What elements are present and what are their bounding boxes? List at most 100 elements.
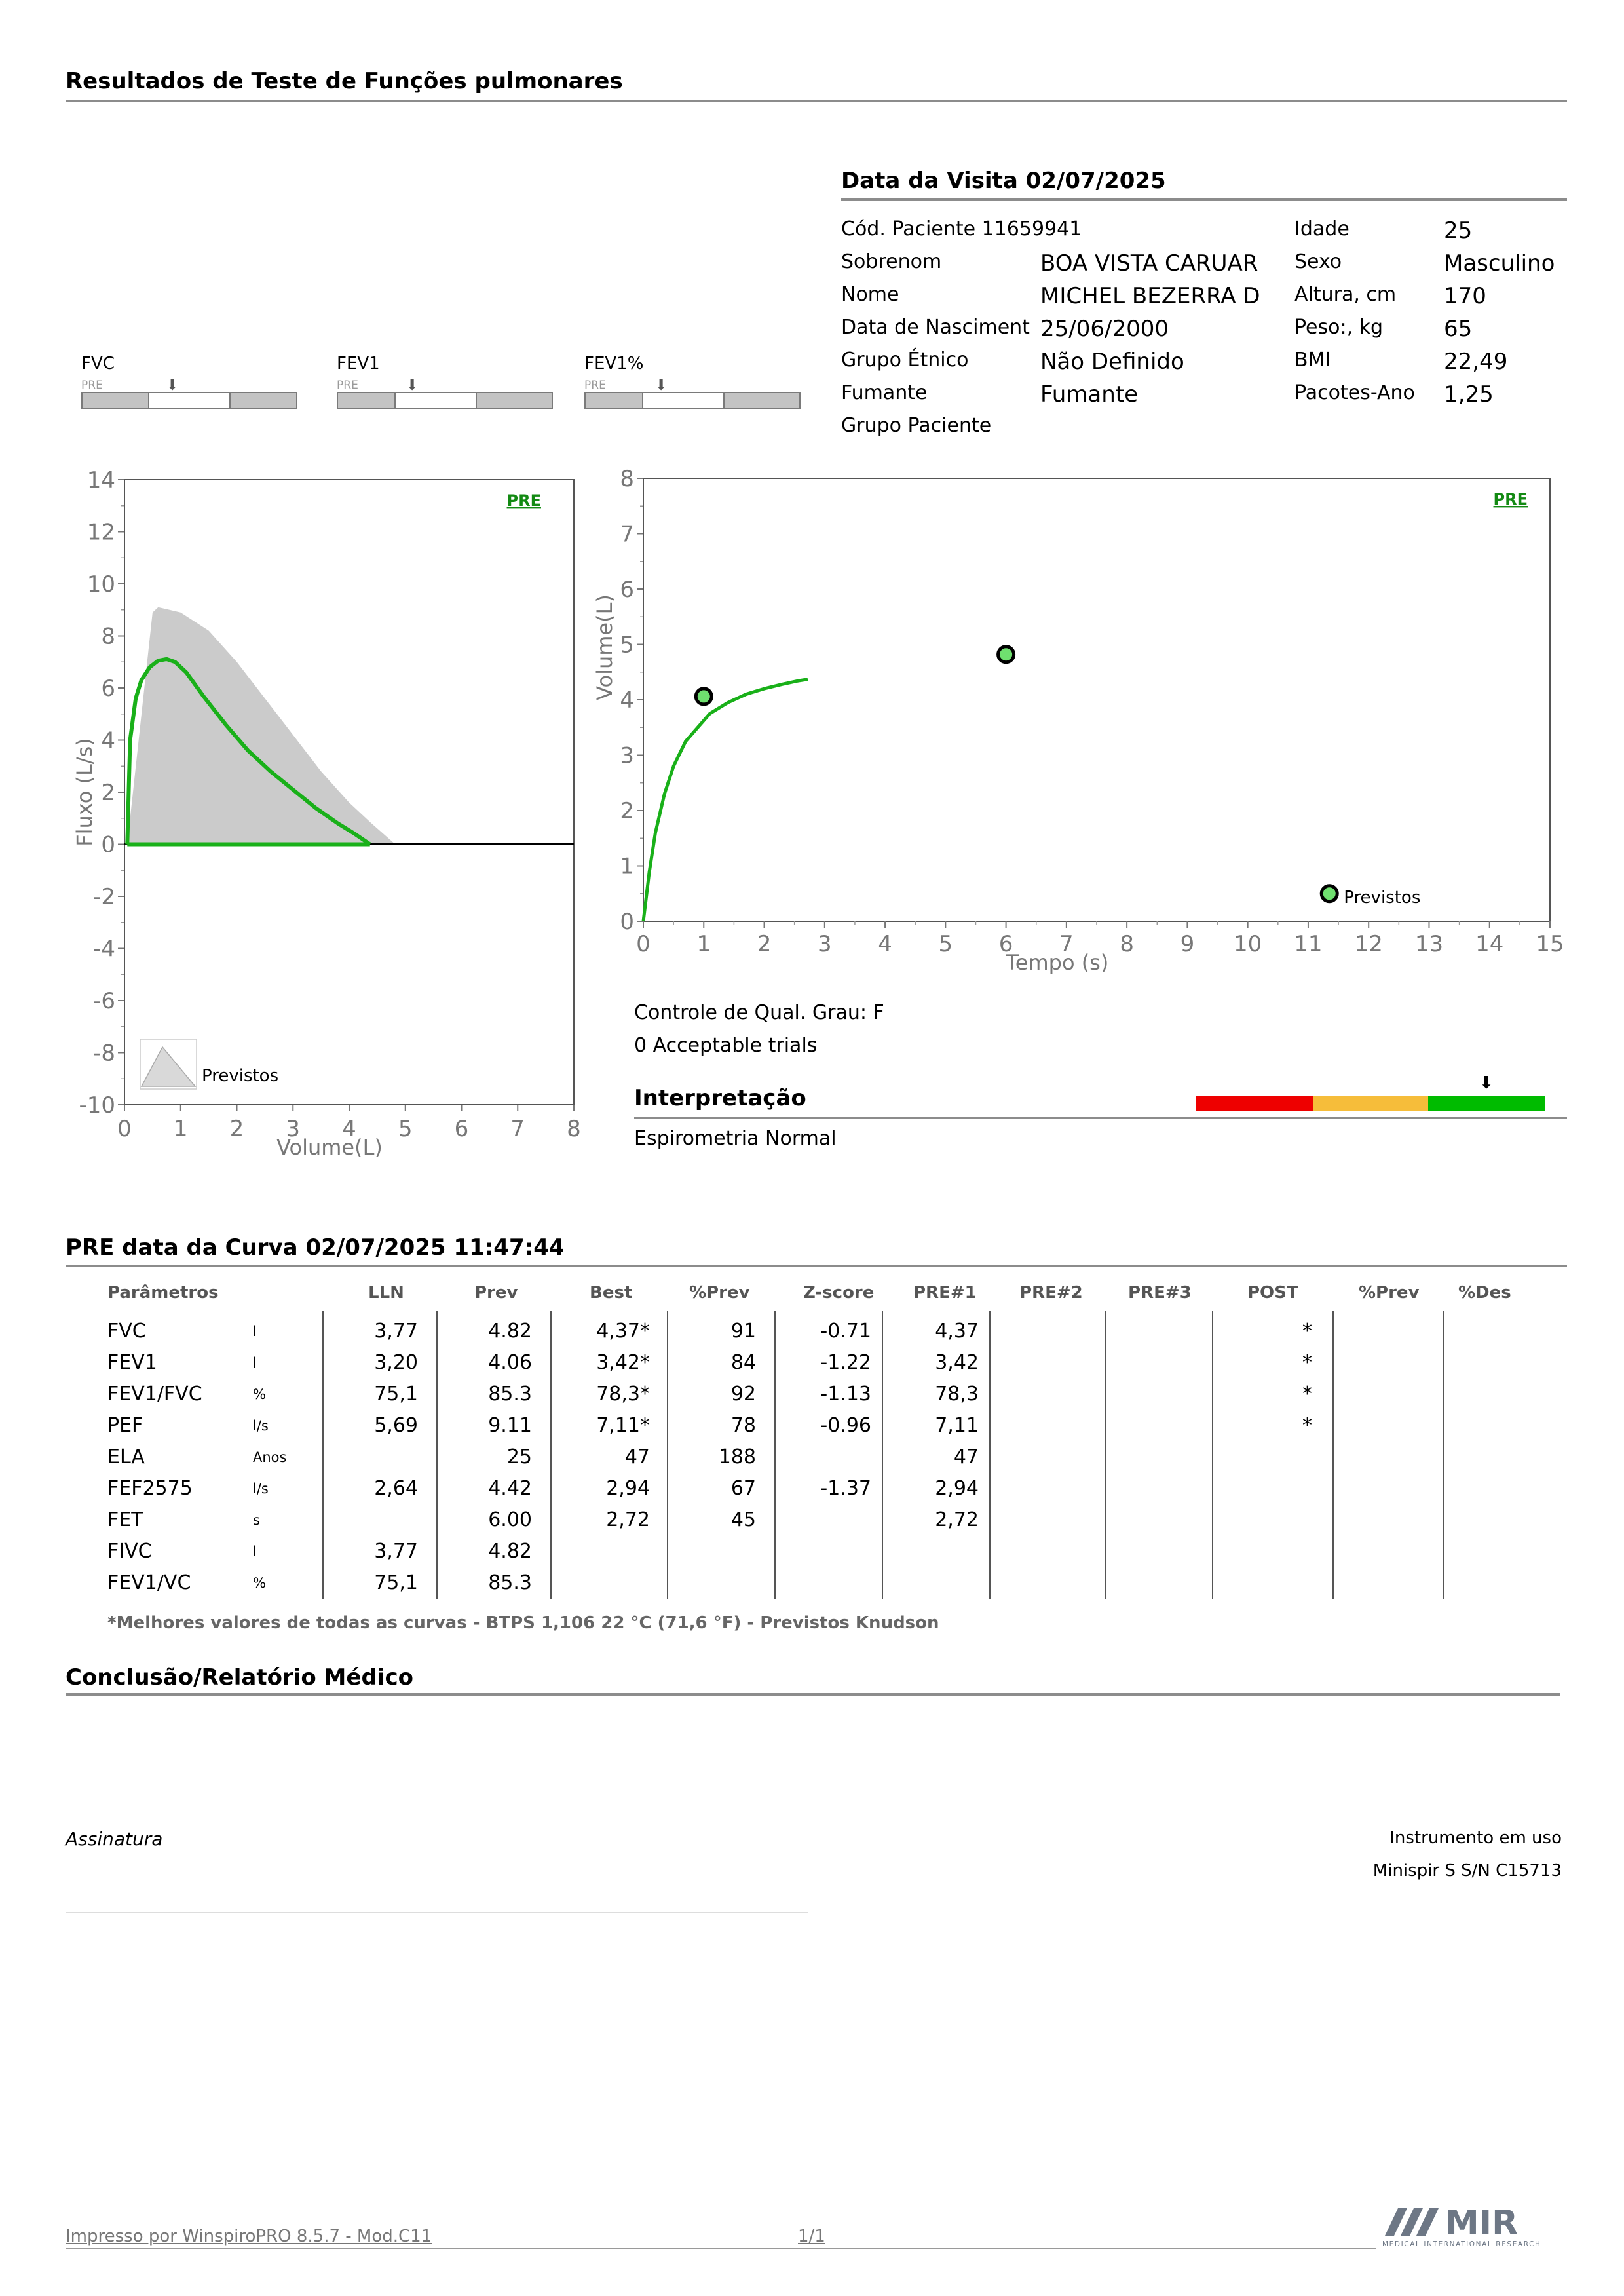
param-name: PEF [107, 1414, 143, 1437]
y-tick-label: 6 [101, 676, 115, 702]
interpretation-scale-green [1428, 1096, 1545, 1111]
column-separator [989, 1311, 991, 1599]
cell-lln: 75,1 [374, 1571, 418, 1594]
y-tick-label: -8 [93, 1041, 115, 1067]
plot-frame [643, 478, 1551, 922]
cell-pre1: 7,11 [935, 1414, 979, 1437]
age-label: Idade [1294, 218, 1350, 240]
param-name: FVC [107, 1320, 146, 1343]
info-value: Não Definido [1040, 349, 1184, 375]
cell-post: * [1302, 1414, 1312, 1437]
column-separator [436, 1311, 438, 1599]
info-value: MICHEL BEZERRA D [1040, 283, 1260, 309]
cell-pprev: 78 [730, 1414, 756, 1437]
x-tick-label: 5 [398, 1116, 413, 1142]
y-tick-label: -4 [93, 936, 115, 963]
x-axis-label: Volume(L) [276, 1135, 383, 1160]
gauge-bar [337, 392, 553, 409]
page-number: 1/1 [798, 2227, 825, 2246]
column-header: Z-score [803, 1283, 875, 1303]
param-unit: l/s [253, 1418, 269, 1434]
x-tick-label: 12 [1355, 931, 1383, 957]
x-tick-label: 2 [230, 1116, 244, 1142]
y-tick-label: 4 [620, 687, 634, 714]
signature-label: Assinatura [66, 1828, 163, 1850]
gauge-bar [584, 392, 801, 409]
info-label: Grupo Paciente [841, 414, 992, 437]
y-tick-label: 7 [620, 522, 634, 548]
x-tick-label: 0 [636, 931, 651, 957]
cell-z: -1.37 [820, 1477, 871, 1500]
x-tick-label: 4 [342, 1116, 356, 1142]
y-tick-label: 8 [101, 624, 115, 650]
gauge-tag: PRE [584, 379, 606, 392]
cell-pre1: 2,94 [935, 1477, 979, 1500]
x-tick-label: 6 [455, 1116, 469, 1142]
column-header: PRE#2 [1019, 1283, 1083, 1303]
x-tick-label: 6 [999, 931, 1013, 957]
interpretation-divider [634, 1117, 1567, 1119]
cell-prev: 85.3 [488, 1383, 532, 1406]
column-separator [1332, 1311, 1334, 1599]
mir-logo-icon: MIR MEDICAL INTERNATIONAL RESEARCH [1382, 2204, 1541, 2248]
y-tick-label: 2 [101, 780, 115, 806]
gauge-label: FEV1 [337, 354, 380, 373]
table-footnote: *Melhores valores de todas as curvas - B… [107, 1613, 939, 1633]
logo-subtext: MEDICAL INTERNATIONAL RESEARCH [1382, 2240, 1541, 2248]
pre-tag: PRE [1494, 490, 1528, 508]
info-value: 25/06/2000 [1040, 316, 1169, 342]
x-tick-label: 2 [757, 931, 772, 957]
gauge-normal-range [642, 393, 725, 408]
cell-post: * [1302, 1351, 1312, 1374]
column-header: Prev [474, 1283, 518, 1303]
cell-prev: 25 [506, 1445, 532, 1468]
x-tick-label: 1 [696, 931, 711, 957]
instrument-value: Minispir S S/N C15713 [1372, 1861, 1562, 1881]
column-separator [667, 1311, 668, 1599]
cell-prev: 85.3 [488, 1571, 532, 1594]
interpretation-scale-yellow [1313, 1096, 1428, 1111]
info-value: 65 [1444, 316, 1473, 342]
y-tick-label: -2 [93, 884, 115, 910]
column-header: %Des [1458, 1283, 1511, 1303]
visit-title: Data da Visita 02/07/2025 [841, 168, 1166, 194]
x-tick-label: 15 [1536, 931, 1564, 957]
cell-pre1: 78,3 [935, 1383, 979, 1406]
predicted-area [127, 607, 396, 845]
cell-lln: 3,20 [374, 1351, 418, 1374]
visit-divider [841, 198, 1567, 201]
cell-lln: 5,69 [374, 1414, 418, 1437]
param-unit: l/s [253, 1481, 269, 1497]
param-unit: l [253, 1324, 257, 1339]
cell-prev: 4.82 [488, 1540, 532, 1563]
predicted-point [694, 687, 713, 706]
info-label: Sexo [1294, 250, 1342, 273]
y-tick-label: 0 [101, 832, 115, 858]
param-unit: Anos [253, 1449, 287, 1465]
info-value: 22,49 [1444, 349, 1508, 375]
y-tick-label: 1 [620, 854, 634, 880]
gauge-label: FVC [81, 354, 115, 373]
param-name: FIVC [107, 1540, 152, 1563]
info-value: 1,25 [1444, 381, 1494, 408]
cell-pre1: 2,72 [935, 1508, 979, 1531]
gauge-normal-range [148, 393, 231, 408]
y-tick-label: -6 [93, 988, 115, 1014]
info-value: Fumante [1040, 381, 1138, 408]
info-label: Fumante [841, 381, 928, 404]
cell-lln: 3,77 [374, 1540, 418, 1563]
instrument-label: Instrumento em uso [1389, 1828, 1562, 1848]
y-tick-label: 12 [87, 520, 115, 546]
cell-best: 2,72 [606, 1508, 650, 1531]
cell-prev: 4.06 [488, 1351, 532, 1374]
y-tick-label: 2 [620, 798, 634, 824]
column-header: %Prev [1359, 1283, 1420, 1303]
cell-lln: 3,77 [374, 1320, 418, 1343]
curve-title: PRE data da Curva 02/07/2025 11:47:44 [66, 1234, 565, 1261]
column-separator [1443, 1311, 1444, 1599]
cell-best: 47 [624, 1445, 650, 1468]
predicted-point [996, 645, 1016, 664]
header-divider [66, 100, 1567, 102]
interpretation-title: Interpretação [634, 1085, 806, 1111]
x-tick-label: 7 [1059, 931, 1074, 957]
